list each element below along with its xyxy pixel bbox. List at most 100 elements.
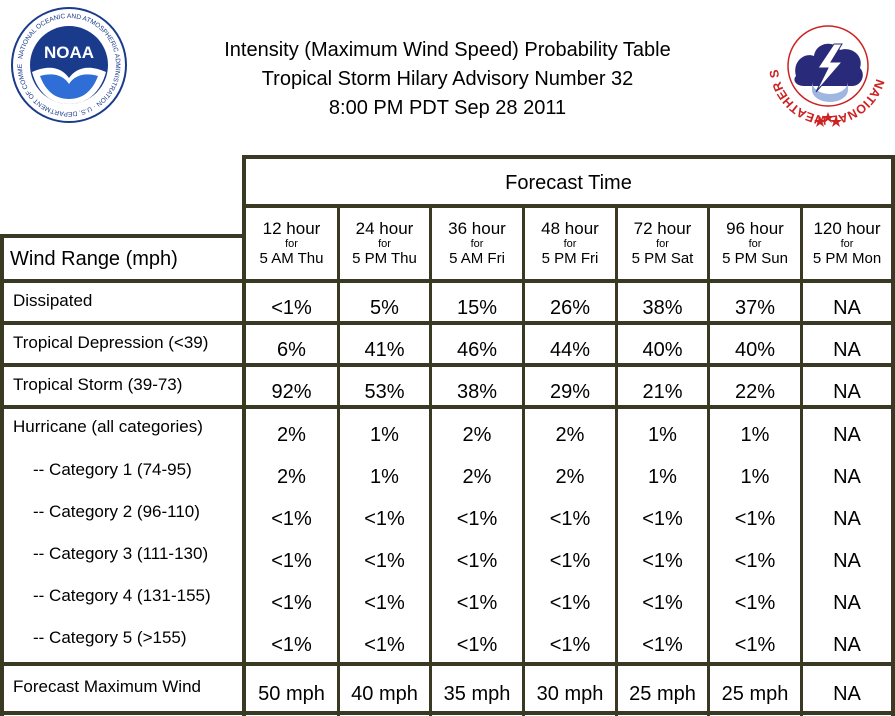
column-for: for [285, 238, 298, 250]
table-cell: <1% [734, 508, 776, 530]
table-cell: NA [833, 592, 861, 614]
table-cell: 2% [555, 466, 585, 488]
column-header: 36 hour for 5 AM Fri [432, 220, 522, 268]
table-cell: <1% [549, 508, 591, 530]
table-cell: 44% [549, 339, 591, 361]
table-cell: 15% [456, 297, 498, 319]
table-cell: 38% [642, 297, 683, 319]
table-cell: 5% [370, 297, 399, 319]
table-cell: 46% [456, 339, 498, 361]
table-cell: <1% [456, 550, 498, 572]
table-cell: 1% [370, 466, 399, 488]
table-cell: 38% [456, 381, 498, 403]
table-cell: 92% [271, 381, 312, 403]
table-cell: <1% [734, 634, 776, 656]
nws-logo: NATIONAL WEATHER SERVICE [768, 4, 887, 127]
column-header: 24 hour for 5 PM Thu [340, 220, 429, 268]
column-time: 5 PM Thu [352, 250, 417, 267]
grid-line [242, 155, 895, 159]
grid-line [242, 155, 246, 716]
table-cell: <1% [549, 550, 591, 572]
table-cell: 1% [648, 466, 677, 488]
table-cell: 40% [734, 339, 776, 361]
table-cell: NA [833, 683, 861, 705]
column-hours: 96 hour [726, 219, 784, 238]
noaa-logo-text: NOAA [44, 43, 94, 62]
table-cell: <1% [364, 634, 405, 656]
table-cell: <1% [734, 550, 776, 572]
wind-range-header: Wind Range (mph) [10, 248, 178, 270]
table-cell: 2% [277, 466, 306, 488]
table-cell: <1% [271, 550, 312, 572]
column-for: for [378, 238, 391, 250]
table-cell: 50 mph [258, 683, 325, 705]
column-time: 5 PM Mon [812, 250, 882, 267]
table-cell: <1% [734, 592, 776, 614]
table-cell: 53% [364, 381, 405, 403]
table-cell: NA [833, 297, 861, 319]
table-cell: 25 mph [629, 683, 696, 705]
column-for: for [840, 238, 854, 250]
row-label: Hurricane (all categories) [13, 417, 203, 436]
row-label: Tropical Depression (<39) [13, 333, 209, 352]
table-cell: 1% [740, 424, 770, 446]
row-label: Dissipated [13, 291, 93, 310]
row-label: -- Category 3 (111-130) [33, 544, 209, 563]
row-label: -- Category 4 (131-155) [33, 586, 211, 605]
table-cell: NA [833, 634, 861, 656]
grid-line [0, 405, 895, 409]
table-cell: 21% [642, 381, 683, 403]
table-cell: <1% [364, 508, 405, 530]
table-cell: 2% [277, 424, 306, 446]
table-cell: NA [833, 550, 861, 572]
column-for: for [748, 238, 762, 250]
row-label: -- Category 2 (96-110) [33, 502, 200, 521]
table-cell: <1% [549, 592, 591, 614]
table-cell: 40% [642, 339, 683, 361]
row-label: Tropical Storm (39-73) [13, 375, 183, 394]
grid-line [0, 234, 4, 716]
column-header: 48 hour for 5 PM Fri [525, 220, 615, 268]
grid-line [0, 662, 895, 666]
grid-line [707, 206, 710, 716]
column-time: 5 AM Fri [449, 250, 505, 267]
table-cell: <1% [456, 592, 498, 614]
table-cell: 30 mph [536, 683, 604, 705]
table-cell: 26% [549, 297, 591, 319]
table-cell: <1% [271, 634, 312, 656]
table-cell: 40 mph [351, 683, 418, 705]
table-cell: 25 mph [721, 683, 789, 705]
table-cell: NA [833, 508, 861, 530]
column-time: 5 PM Sat [631, 250, 694, 267]
column-header: 96 hour for 5 PM Sun [710, 219, 800, 268]
table-cell: NA [833, 424, 861, 446]
table-cell: <1% [456, 634, 498, 656]
grid-line [0, 711, 895, 715]
grid-line [0, 321, 895, 325]
column-header: 120 hour for 5 PM Mon [803, 220, 891, 268]
column-time: 5 PM Fri [541, 250, 599, 267]
grid-line [0, 363, 895, 367]
row-label: Forecast Maximum Wind [13, 677, 201, 696]
table-cell: <1% [364, 550, 405, 572]
grid-line [337, 206, 340, 716]
table-cell: NA [833, 339, 861, 361]
table-cell: <1% [456, 508, 498, 530]
table-cell: 37% [734, 297, 776, 319]
table-cell: <1% [271, 297, 312, 319]
table-cell: 29% [549, 381, 591, 403]
grid-line [891, 155, 895, 716]
column-hours: 12 hour [262, 219, 321, 238]
table-cell: <1% [642, 592, 683, 614]
column-time: 5 AM Thu [259, 250, 324, 267]
table-cell: 1% [740, 466, 770, 488]
table-cell: 6% [277, 339, 306, 361]
table-cell: 2% [462, 466, 492, 488]
noaa-logo: NOAA NATIONAL OCEANIC AND ATMOSPHERIC AD… [10, 6, 127, 123]
table-cell: <1% [642, 508, 683, 530]
grid-line [0, 279, 895, 283]
title-line-2: Tropical Storm Hilary Advisory Number 32 [261, 68, 634, 90]
column-for: for [563, 238, 577, 250]
grid-line [242, 204, 895, 208]
